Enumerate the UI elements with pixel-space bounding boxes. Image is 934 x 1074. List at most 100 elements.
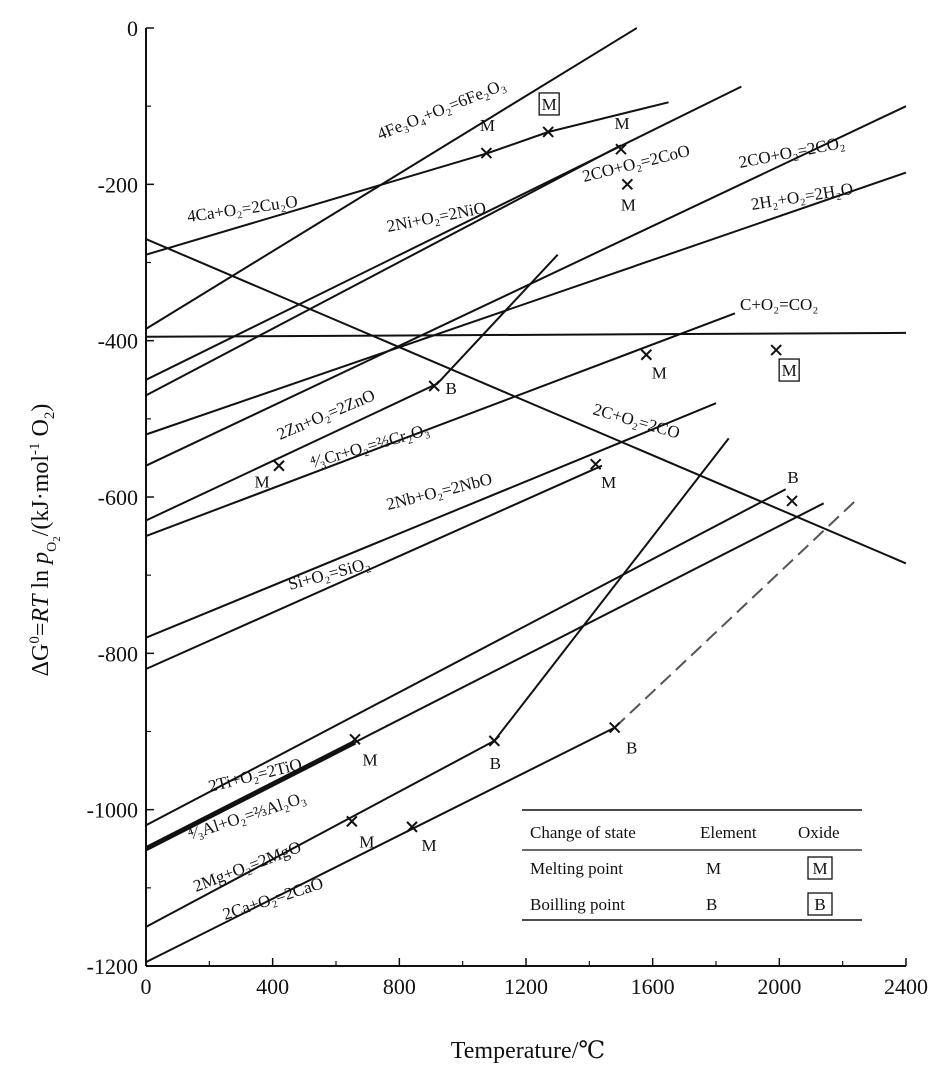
reaction-label: 2Ni+O₂=2NiO <box>385 198 487 236</box>
x-tick-label: 1200 <box>504 974 548 999</box>
reaction-label-text: 2CO+O₂=2CO₂ <box>737 133 846 172</box>
reaction-label-text: ⁴⁄₃Cr+O₂=⅔Cr₂O₃ <box>308 420 431 472</box>
marker-label: M <box>254 473 269 492</box>
marker-label: M <box>614 114 629 133</box>
legend-oxide-box <box>807 892 833 916</box>
marker-label: B <box>490 754 501 773</box>
legend-row-element: M <box>706 859 721 878</box>
cross-mark <box>542 126 554 138</box>
y-tick-label: -1200 <box>87 954 138 979</box>
state-change-marker: B <box>488 735 501 773</box>
state-change-marker: M <box>621 178 636 214</box>
legend-row-element: B <box>706 895 717 914</box>
marker-label: M <box>652 364 667 383</box>
state-change-marker: M <box>538 92 560 138</box>
state-change-marker: M <box>346 815 374 851</box>
series-line <box>145 105 907 467</box>
al-bold-segment <box>144 739 357 851</box>
reaction-label: 2Ca+O₂=2CaO <box>220 873 325 923</box>
state-change-marker: B <box>786 468 799 507</box>
cross-mark <box>349 733 361 746</box>
state-change-marker: M <box>254 460 285 492</box>
cross-mark <box>608 721 621 734</box>
legend-oxide-box <box>807 856 833 880</box>
reaction-label-text: 2Ca+O₂=2CaO <box>220 873 325 923</box>
marker-label: M <box>362 750 377 769</box>
marker-label: M <box>601 473 616 492</box>
cross-mark <box>480 147 493 159</box>
legend-row-oxide: B <box>814 895 825 914</box>
reaction-label-text: 4Ca+O₂=2Cu₂O <box>186 192 299 226</box>
state-change-marker: M <box>640 349 667 383</box>
reaction-label-text: C+O₂=CO₂ <box>740 295 818 314</box>
cross-mark <box>640 349 653 361</box>
series-line <box>145 312 736 538</box>
series-line <box>145 488 787 827</box>
reaction-label-text: 2CO+O₂=2CoO <box>580 141 691 186</box>
reaction-label: 2Ti+O₂=2TiO <box>206 754 303 796</box>
series-line <box>145 402 717 639</box>
cross-mark <box>346 815 358 828</box>
x-tick-label: 0 <box>141 974 152 999</box>
y-tick-label: -600 <box>98 485 138 510</box>
state-change-marker: M <box>770 344 800 382</box>
cross-mark <box>406 821 418 833</box>
marker-label: B <box>626 739 637 758</box>
legend-row-label: Boilling point <box>530 895 625 914</box>
x-tick-label: 1600 <box>631 974 675 999</box>
x-tick-label: 800 <box>383 974 416 999</box>
series-line <box>145 85 742 381</box>
series-line <box>614 500 856 729</box>
x-tick-label: 2400 <box>884 974 928 999</box>
state-change-marker: M <box>406 821 437 855</box>
legend-header: Element <box>700 823 757 842</box>
y-tick-label: -1000 <box>87 798 138 823</box>
cross-mark <box>488 735 501 747</box>
series-layer <box>144 27 907 963</box>
reaction-label: 2CO+O₂=2CoO <box>580 141 691 186</box>
y-tick-label: -200 <box>98 172 138 197</box>
legend-header: Oxide <box>798 823 840 842</box>
y-tick-label: -400 <box>98 329 138 354</box>
plot-frame <box>145 27 907 967</box>
cross-mark <box>770 344 782 356</box>
series-line <box>145 27 638 330</box>
state-change-marker: B <box>608 721 637 758</box>
svg-text:ΔG0=RT ln pO2/(kJ·mol-1 O2): ΔG0=RT ln pO2/(kJ·mol-1 O2) <box>27 404 63 677</box>
marker-label: M <box>421 836 436 855</box>
marker-label: M <box>359 832 374 851</box>
series-line <box>145 464 603 670</box>
oxide-box <box>778 358 800 382</box>
cross-mark <box>621 178 634 191</box>
x-tick-label: 400 <box>256 974 289 999</box>
tick-labels: 0 400 800 1200 1600 2000 2400 0 -200 -400 -600 -800… <box>87 16 928 999</box>
series-line <box>145 171 907 436</box>
legend-header: Change of state <box>530 823 636 842</box>
x-axis-title: Temperature/℃ <box>451 1038 605 1064</box>
cross-mark <box>615 143 627 155</box>
series-line <box>145 331 907 338</box>
y-axis-title: ΔG0=RT ln pO2/(kJ·mol-1 O2) <box>27 404 63 677</box>
legend-row-label: Melting point <box>530 859 623 878</box>
legend-row-oxide: M <box>812 859 827 878</box>
marker-label: M <box>782 361 797 380</box>
reaction-label: 4Ca+O₂=2Cu₂O <box>186 192 299 226</box>
cross-mark <box>786 495 798 507</box>
reaction-label: ⁴⁄₃Cr+O₂=⅔Cr₂O₃ <box>308 420 431 472</box>
state-change-marker: B <box>428 379 457 398</box>
cross-mark <box>428 380 440 392</box>
marker-label: M <box>542 95 557 114</box>
y-tick-label: 0 <box>127 16 138 41</box>
state-change-marker: M <box>614 114 630 155</box>
marker-label: M <box>621 195 636 214</box>
series-line <box>145 726 616 963</box>
series-line <box>145 437 730 928</box>
cross-mark <box>589 458 602 470</box>
reaction-label-text: 2Nb+O₂=2NbO <box>384 469 494 514</box>
reaction-label: 2Nb+O₂=2NbO <box>384 469 494 514</box>
marker-label: B <box>445 379 456 398</box>
marker-layer: M M M M B M M M M B M B B M M <box>254 92 800 855</box>
x-tick-label: 2000 <box>757 974 801 999</box>
state-change-marker: M <box>480 116 495 159</box>
